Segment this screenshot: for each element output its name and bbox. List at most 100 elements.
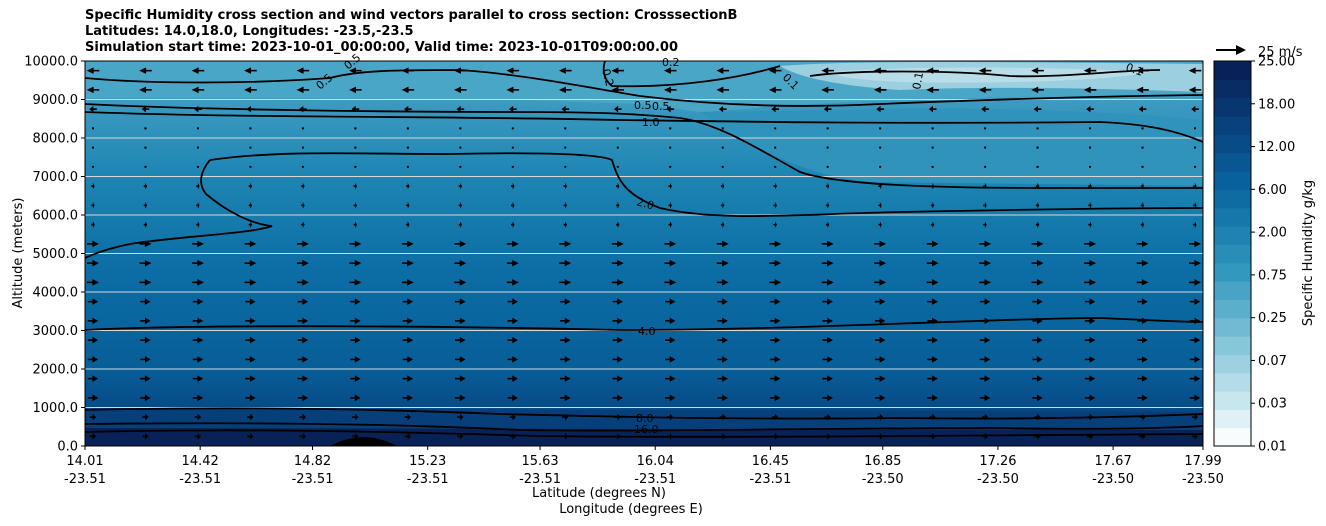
colorbar-tick-label: 25.00	[1258, 55, 1295, 70]
wind-vector-head	[302, 375, 309, 382]
wind-vector-head	[1191, 105, 1196, 113]
wind-vector-head	[512, 356, 519, 363]
wind-vector	[349, 240, 362, 248]
wind-vector-dot	[879, 127, 882, 130]
y-tick-label: 2000.0	[33, 363, 79, 378]
wind-vector	[931, 165, 934, 168]
wind-vector	[140, 336, 151, 344]
wind-vector-head	[1037, 394, 1043, 402]
wind-vector-head	[144, 240, 152, 248]
wind-vector-dot	[196, 127, 199, 130]
wind-vector	[822, 375, 833, 382]
wind-vector	[1031, 279, 1044, 286]
wind-vector-head	[774, 413, 779, 421]
wind-vector	[1036, 127, 1039, 130]
wind-vector	[507, 394, 519, 402]
contour-8.0	[85, 407, 1203, 420]
wind-vector	[614, 433, 621, 440]
wind-vector	[719, 433, 726, 440]
wind-vector-dot	[984, 165, 987, 168]
wind-vector-head	[722, 259, 729, 267]
wind-vector	[667, 413, 674, 421]
wind-vector	[140, 356, 151, 363]
wind-vector-head	[454, 86, 461, 94]
wind-vector	[981, 105, 989, 113]
wind-vector	[139, 240, 152, 248]
wind-vector	[718, 105, 727, 113]
wind-vector-head	[932, 356, 938, 363]
wind-vector-head	[926, 67, 934, 74]
wind-vector	[926, 240, 939, 248]
wind-vector-head	[827, 433, 831, 440]
wind-vector-head	[564, 375, 571, 382]
wind-vector-head	[932, 433, 936, 440]
wind-vector	[563, 202, 568, 209]
wind-vector	[1086, 433, 1094, 440]
wind-vector-head	[1194, 375, 1201, 382]
wind-vector	[297, 298, 309, 305]
wind-vector	[245, 394, 256, 402]
y-tick-label: 9000.0	[33, 93, 79, 108]
wind-vector	[248, 202, 253, 209]
wind-vector-head	[1037, 317, 1043, 325]
wind-vector	[506, 240, 519, 248]
wind-vector-head	[197, 259, 204, 267]
wind-vector-head	[302, 433, 307, 440]
wind-vector	[821, 279, 834, 286]
x-tick-label-lon: -23.51	[179, 472, 221, 487]
wind-vector-head	[669, 298, 676, 305]
wind-vector	[611, 67, 625, 74]
wind-vector-dot	[826, 146, 829, 149]
wind-vector-head	[1142, 413, 1146, 421]
wind-vector-head	[460, 433, 464, 440]
wind-vector-head	[827, 375, 833, 382]
x-tick-label-lon: -23.50	[1092, 472, 1134, 487]
wind-vector	[769, 336, 781, 344]
wind-vector	[826, 127, 829, 130]
wind-vector	[91, 182, 95, 190]
wind-vector-dot	[249, 127, 252, 130]
wind-vector	[192, 298, 204, 305]
wind-vector-head	[932, 240, 939, 248]
wind-vector	[353, 221, 358, 228]
wind-vector	[296, 259, 309, 267]
wind-vector	[1035, 221, 1040, 228]
wind-vector	[401, 279, 414, 286]
wind-vector	[1140, 202, 1145, 209]
wind-vector-dot	[564, 146, 567, 149]
wind-vector-head	[774, 336, 781, 344]
wind-vector-head	[250, 433, 254, 440]
wind-vector	[616, 127, 619, 130]
wind-vector	[196, 202, 200, 209]
wind-vector	[454, 86, 467, 94]
wind-vector-head	[617, 279, 624, 286]
wind-vector	[1084, 279, 1096, 286]
wind-vector-head	[561, 105, 566, 113]
wind-vector	[560, 356, 571, 363]
wind-vector	[874, 279, 887, 286]
wind-vector	[874, 356, 886, 363]
wind-vector-head	[302, 182, 305, 190]
wind-vector-dot	[1194, 127, 1196, 130]
wind-vector	[142, 413, 149, 421]
wind-vector	[245, 336, 256, 344]
wind-vector-dot	[1141, 146, 1144, 149]
wind-vector-head	[144, 317, 151, 325]
wind-vector	[717, 394, 728, 402]
wind-vector	[668, 182, 672, 190]
wind-vector-head	[1037, 356, 1043, 363]
wind-vector	[1031, 240, 1044, 248]
wind-vector-head	[932, 279, 939, 286]
wind-vector-head	[613, 105, 619, 113]
y-axis: 0.0 1000.0 2000.0 3000.0 4000.0 5000.0 6000.0 7…	[24, 55, 85, 455]
wind-vector	[406, 221, 410, 228]
wind-vector-head	[302, 356, 309, 363]
wind-vector-head	[92, 413, 97, 421]
colorbar-tick-label: 0.75	[1258, 268, 1287, 283]
wind-vector-head	[250, 221, 253, 228]
wind-vector-dot	[669, 165, 672, 168]
wind-vector-head	[92, 202, 95, 209]
wind-vector	[874, 259, 887, 267]
wind-vector	[1088, 182, 1092, 190]
wind-vector	[301, 221, 305, 228]
